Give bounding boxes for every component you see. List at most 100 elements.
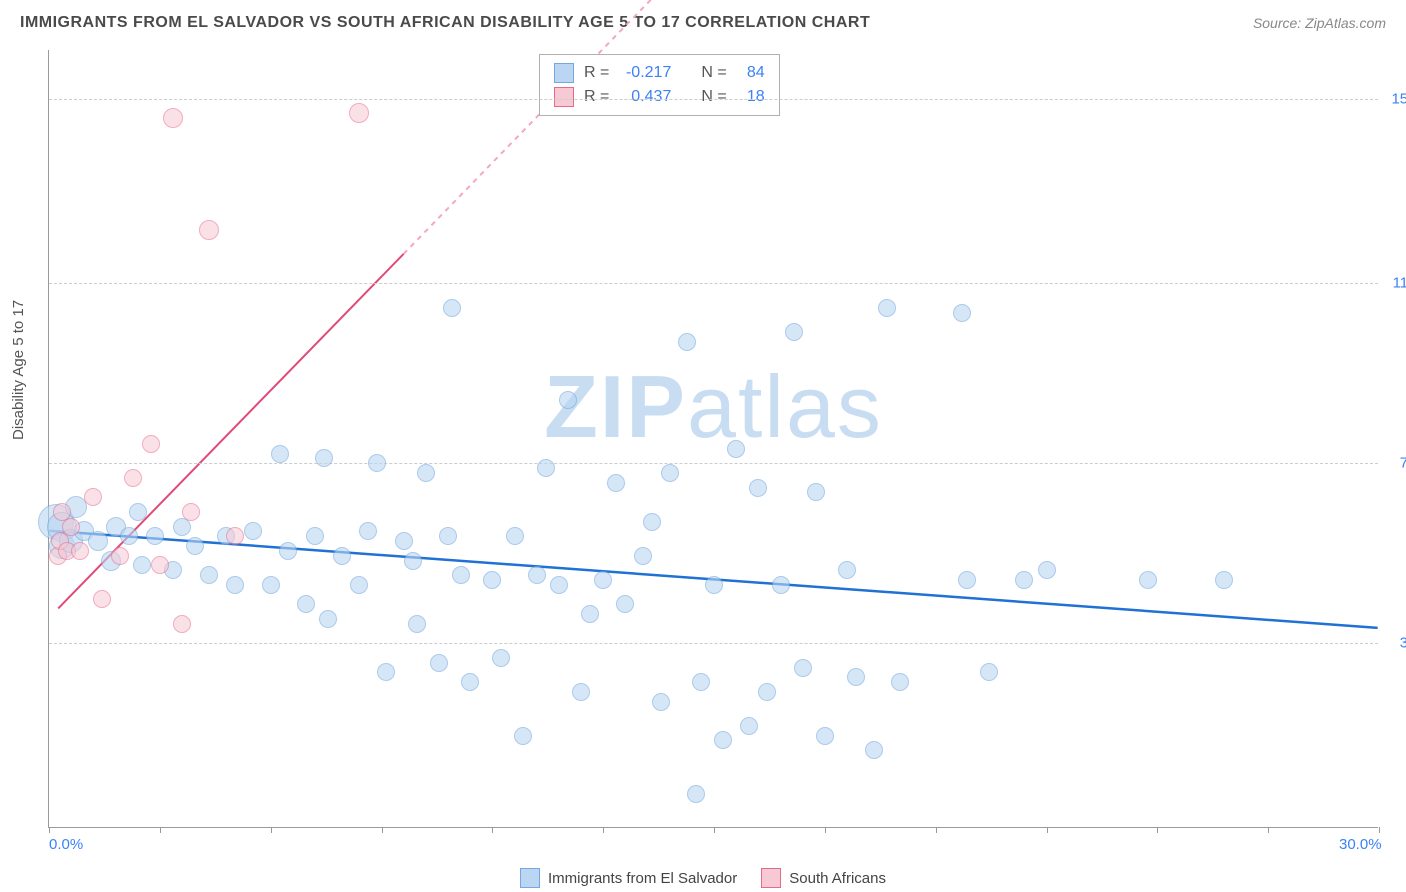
scatter-point [953, 304, 971, 322]
scatter-point [581, 605, 599, 623]
legend-item: South Africans [761, 868, 886, 888]
scatter-point [537, 459, 555, 477]
y-tick-label: 3.8% [1400, 635, 1406, 652]
scatter-point [163, 108, 183, 128]
scatter-point [692, 673, 710, 691]
scatter-point [452, 566, 470, 584]
watermark-atlas: atlas [687, 357, 883, 456]
scatter-point [368, 454, 386, 472]
x-tick [714, 827, 715, 833]
scatter-point [678, 333, 696, 351]
scatter-point [616, 595, 634, 613]
x-tick [271, 827, 272, 833]
stats-r-value: 0.437 [619, 85, 671, 109]
chart-title: IMMIGRANTS FROM EL SALVADOR VS SOUTH AFR… [20, 14, 870, 32]
scatter-point [88, 531, 108, 551]
scatter-point [1139, 571, 1157, 589]
scatter-point [244, 522, 262, 540]
scatter-point [315, 449, 333, 467]
scatter-point [62, 518, 80, 536]
scatter-point [785, 323, 803, 341]
stats-swatch [554, 63, 574, 83]
scatter-point [71, 542, 89, 560]
header: IMMIGRANTS FROM EL SALVADOR VS SOUTH AFR… [0, 0, 1406, 42]
stats-row: R =0.437N =18 [554, 85, 765, 109]
legend-item: Immigrants from El Salvador [520, 868, 737, 888]
source-name: ZipAtlas.com [1305, 15, 1386, 31]
scatter-point [93, 590, 111, 608]
scatter-point [891, 673, 909, 691]
scatter-point [514, 727, 532, 745]
watermark: ZIPatlas [544, 356, 883, 458]
scatter-point [506, 527, 524, 545]
scatter-point [634, 547, 652, 565]
scatter-point [865, 741, 883, 759]
legend-label: South Africans [789, 870, 886, 887]
stats-n-value: 18 [737, 85, 765, 109]
scatter-point [133, 556, 151, 574]
y-tick-label: 11.2% [1393, 275, 1406, 292]
scatter-point [430, 654, 448, 672]
scatter-point [199, 220, 219, 240]
source-prefix: Source: [1253, 15, 1305, 31]
scatter-point [306, 527, 324, 545]
legend: Immigrants from El Salvador South African… [520, 868, 886, 888]
scatter-point [492, 649, 510, 667]
stats-swatch [554, 87, 574, 107]
legend-swatch [761, 868, 781, 888]
scatter-point [226, 576, 244, 594]
stats-row: R =-0.217N =84 [554, 61, 765, 85]
scatter-point [714, 731, 732, 749]
x-tick [492, 827, 493, 833]
scatter-point [847, 668, 865, 686]
scatter-point [151, 556, 169, 574]
legend-swatch [520, 868, 540, 888]
scatter-point [772, 576, 790, 594]
stats-r-label: R = [584, 85, 609, 109]
scatter-point [271, 445, 289, 463]
y-tick-label: 7.5% [1400, 455, 1406, 472]
y-tick-label: 15.0% [1391, 90, 1406, 107]
x-tick-label: 30.0% [1339, 836, 1382, 853]
gridline [49, 283, 1378, 284]
scatter-point [749, 479, 767, 497]
scatter-point [572, 683, 590, 701]
stats-box: R =-0.217N =84R = 0.437 N = 18 [539, 54, 780, 116]
scatter-point [173, 615, 191, 633]
stats-r-label: R = [584, 61, 609, 85]
scatter-point [262, 576, 280, 594]
scatter-point [84, 488, 102, 506]
stats-n-label: N = [701, 61, 726, 85]
scatter-point [528, 566, 546, 584]
scatter-point [1038, 561, 1056, 579]
scatter-point [980, 663, 998, 681]
scatter-point [377, 663, 395, 681]
scatter-point [186, 537, 204, 555]
scatter-point [727, 440, 745, 458]
scatter-point [758, 683, 776, 701]
scatter-point [559, 391, 577, 409]
x-tick [1047, 827, 1048, 833]
x-tick [160, 827, 161, 833]
x-tick [1379, 827, 1380, 833]
plot-area: ZIPatlas R =-0.217N =84R =0.437N =18 3.8… [48, 50, 1378, 828]
scatter-point [395, 532, 413, 550]
scatter-point [120, 527, 138, 545]
scatter-point [443, 299, 461, 317]
scatter-point [1215, 571, 1233, 589]
scatter-point [200, 566, 218, 584]
x-tick [49, 827, 50, 833]
scatter-point [146, 527, 164, 545]
scatter-point [297, 595, 315, 613]
y-axis-label: Disability Age 5 to 17 [10, 300, 27, 440]
scatter-point [878, 299, 896, 317]
source-label: Source: ZipAtlas.com [1253, 15, 1386, 31]
x-tick [382, 827, 383, 833]
gridline [49, 643, 1378, 644]
scatter-point [129, 503, 147, 521]
scatter-point [182, 503, 200, 521]
x-tick [603, 827, 604, 833]
scatter-point [142, 435, 160, 453]
scatter-point [807, 483, 825, 501]
x-tick [1157, 827, 1158, 833]
